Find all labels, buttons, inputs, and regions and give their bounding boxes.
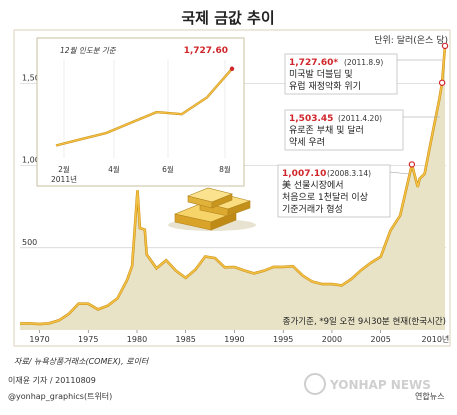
inset-end-marker (229, 66, 235, 71)
price-line (19, 45, 446, 325)
inset-line (55, 66, 235, 147)
annotation-1503-value: 1,503.45 (289, 114, 333, 124)
y-axis-ticks: 500 1,000 1,500 (22, 73, 45, 246)
annotation-1727-value: 1,727.60* (289, 58, 338, 68)
chart-note: 종가기준, *9일 오전 9시30분 현재(한국시간) (283, 316, 446, 327)
x-tick-label: 1970 (29, 335, 49, 344)
annotation-1007: 1,007.10 (2008.3.14) 美 선물시장에서 처음으로 1천달러 … (277, 164, 410, 218)
annotation-1727: 1,727.60* (2011.8.9) 미국발 더블딥 및 유럽 재정악화 위… (284, 53, 442, 95)
inset-value-label: 1,727.60 (184, 46, 228, 56)
y-tick-label: 500 (22, 238, 37, 247)
annotation-1503-date: (2011.4.20) (338, 114, 382, 123)
x-tick-label: 1995 (273, 335, 293, 344)
annotation-1007-line1: 美 선물시장에서 (282, 179, 344, 191)
inset-frame (36, 37, 245, 187)
annotation-1503: 1,503.45 (2011.4.20) 유로존 부채 및 달러 약세 우려 (284, 109, 440, 151)
inset-tick-aug: 8월 (219, 164, 231, 174)
inset-line-path (55, 68, 233, 147)
annotation-1007-line3: 기준거래가 형성 (282, 204, 343, 215)
price-marker (438, 79, 446, 86)
gold-bars-illustration (168, 187, 256, 231)
chart-title: 국제 금값 추이 (181, 9, 274, 27)
source-label: 자료/ 뉴욕상품거래소(COMEX), 로이터 (14, 357, 150, 366)
x-tick-label: 1980 (127, 335, 147, 344)
annotation-1727-line2: 유럽 재정악화 위기 (289, 80, 361, 92)
x-tick-label: 2000 (322, 335, 342, 344)
price-markers (408, 42, 449, 168)
watermark-text: YONHAP NEWS (329, 378, 431, 392)
price-area (19, 45, 447, 331)
annotation-1503-line1: 유로존 부채 및 달러 (289, 124, 364, 136)
annotation-1727-line1: 미국발 더블딥 및 (289, 68, 353, 80)
annotation-1007-line2: 처음으로 1천달러 이상 (282, 191, 368, 203)
watermark-logo: 연합뉴스 (415, 392, 444, 401)
annotation-1727-date: (2011.8.9) (344, 58, 383, 67)
inset-title: 12월 인도분 기준 (60, 46, 117, 55)
inset-tick-feb: 2월 (58, 164, 70, 174)
inset-year-label: 2011년 (51, 174, 77, 184)
y-tick-label: 1,000 (22, 156, 45, 165)
unit-label: 단위: 달러(온스 당) (374, 34, 448, 46)
inset-chart: 12월 인도분 기준 1,727.60 2월 4월 6월 8월 2011년 (36, 37, 245, 187)
price-marker (408, 161, 416, 168)
annotation-1007-value: 1,007.10 (282, 169, 326, 179)
annotation-1007-date: (2008.3.14) (327, 169, 371, 178)
inset-tick-jun: 6월 (162, 164, 174, 174)
yonhap-watermark: YONHAP NEWS 연합뉴스 (304, 373, 444, 401)
x-tick-label: 1990 (224, 335, 244, 344)
y-tick-label: 1,500 (22, 73, 45, 82)
x-tick-label: 1985 (176, 335, 196, 344)
x-axis-ticks: 1970 1975 1980 1985 1990 1995 2000 2005 2010년 (29, 330, 449, 344)
annotation-1503-line2: 약세 우려 (289, 136, 325, 148)
x-tick-label-last: 2010년 (422, 334, 450, 344)
reporter-credit: 이재윤 기자 / 20110809 (8, 375, 96, 385)
x-tick-label: 2005 (371, 335, 391, 344)
inset-tick-apr: 4월 (108, 164, 120, 174)
x-tick-label: 1975 (78, 335, 98, 344)
price-marker (441, 42, 449, 50)
price-area-fill (20, 45, 446, 331)
twitter-credit: @yonhap_graphics(트위터) (8, 392, 112, 401)
